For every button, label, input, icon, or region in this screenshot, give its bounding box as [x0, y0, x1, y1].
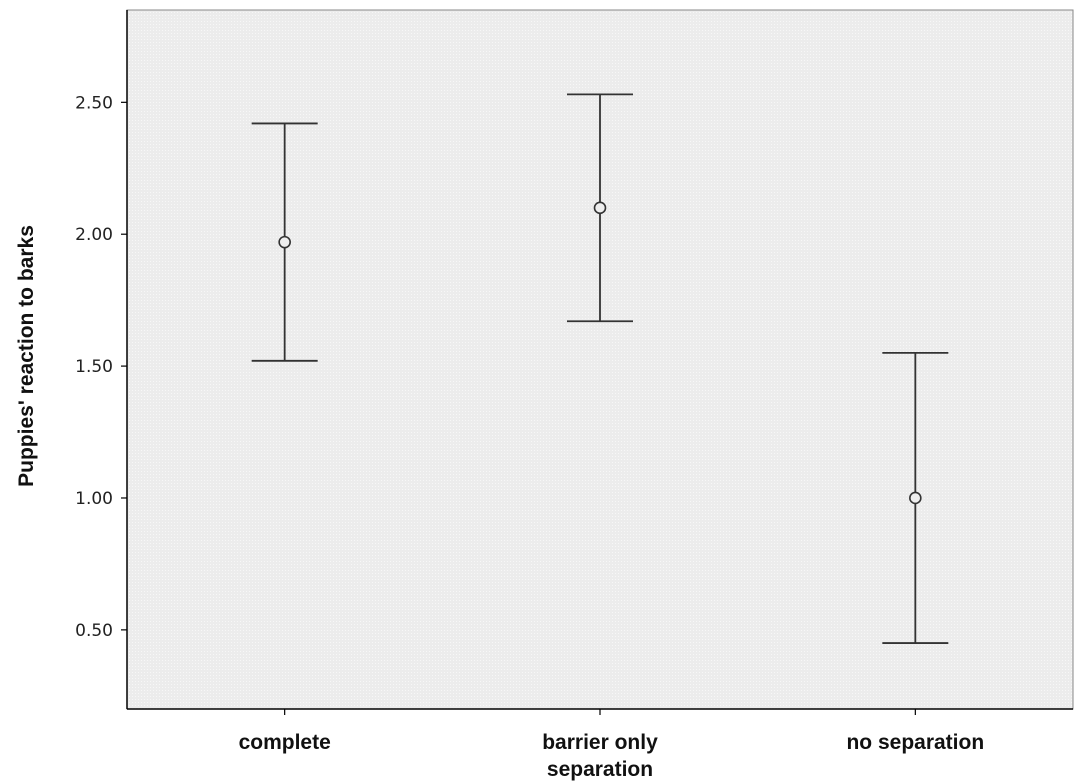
x-category-label: complete — [239, 731, 331, 754]
y-tick-label: 2.50 — [75, 93, 113, 113]
y-tick-label: 0.50 — [75, 621, 113, 641]
x-category-label: no separation — [846, 731, 984, 754]
y-tick-label: 1.50 — [75, 357, 113, 377]
x-category-label: separation — [547, 758, 653, 781]
y-tick-label: 1.00 — [75, 489, 113, 509]
y-axis-title: Puppies' reaction to barks — [15, 225, 38, 487]
y-tick-label: 2.00 — [75, 225, 113, 245]
mean-point — [909, 491, 922, 505]
y-axis: 0.50 1.00 1.50 2.00 2.50 — [75, 10, 128, 709]
x-category-label: barrier only — [542, 731, 658, 754]
data-marks — [251, 93, 949, 644]
mean-point — [593, 201, 607, 215]
x-axis: complete barrier only separation no separat… — [127, 708, 1073, 781]
mean-point — [278, 235, 291, 249]
